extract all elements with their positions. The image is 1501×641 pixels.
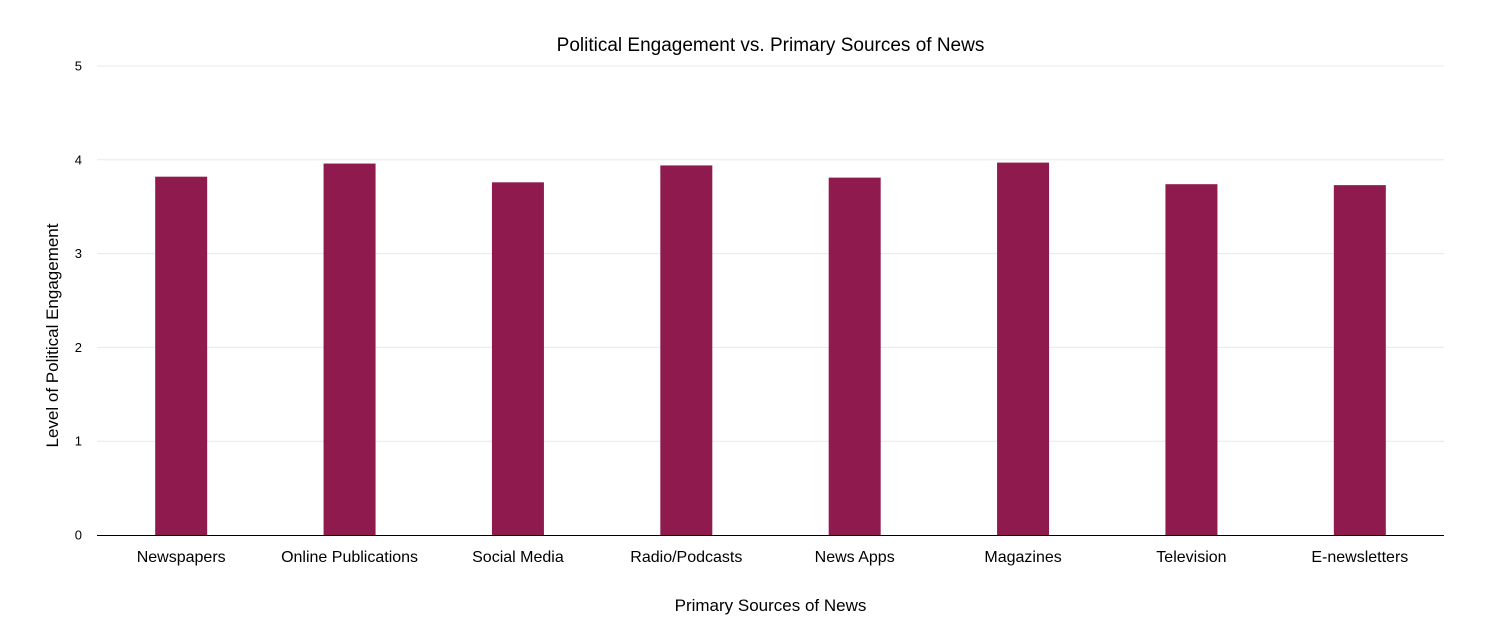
y-tick-label: 3 <box>75 246 82 261</box>
bar <box>997 162 1050 535</box>
y-tick-label: 4 <box>75 152 82 167</box>
y-tick-label: 5 <box>75 59 82 74</box>
bar <box>1165 184 1218 536</box>
y-tick-label: 1 <box>75 434 82 449</box>
x-tick-label: News Apps <box>815 549 895 566</box>
gridlines <box>97 65 1444 442</box>
x-tick-label: Online Publications <box>281 549 418 566</box>
x-tick-label: Radio/Podcasts <box>630 549 742 566</box>
bar <box>1333 185 1386 535</box>
x-tick-label: Magazines <box>984 549 1061 566</box>
bars <box>155 162 1386 536</box>
x-tick-label: Television <box>1156 549 1226 566</box>
bar <box>155 176 208 535</box>
chart-title: Political Engagement vs. Primary Sources… <box>557 35 985 56</box>
bar <box>323 163 376 535</box>
y-axis-title: Level of Political Engagement <box>43 223 62 447</box>
x-axis-ticks: Newspapers Online Publications Social Medi… <box>137 549 1409 566</box>
x-tick-label: Social Media <box>472 549 564 566</box>
bar <box>660 165 713 536</box>
bar <box>491 182 544 535</box>
y-axis-ticks: 0 1 2 3 4 5 <box>75 59 82 543</box>
x-tick-label: E-newsletters <box>1311 549 1408 566</box>
y-tick-label: 0 <box>75 528 82 543</box>
y-tick-label: 2 <box>75 340 82 355</box>
x-axis-title: Primary Sources of News <box>675 596 867 615</box>
x-tick-label: Newspapers <box>137 549 226 566</box>
bar <box>828 177 881 535</box>
